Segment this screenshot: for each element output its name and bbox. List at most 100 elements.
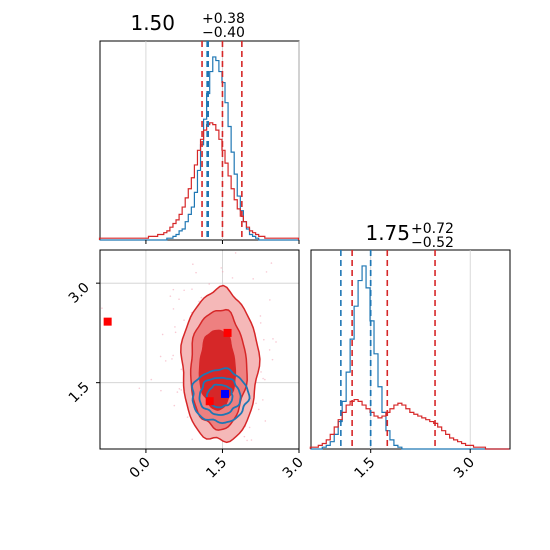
contour-scatter-point [195, 271, 197, 274]
contour-scatter-point [191, 288, 193, 290]
contour-scatter-point [171, 358, 173, 360]
contour-panel: 0.0 1.5 3.0 1.5 3.0 [66, 249, 307, 491]
contour-scatter-point [250, 439, 253, 441]
contour-x-tick-label: 1.5 [203, 455, 230, 482]
contour-scatter-point [178, 387, 181, 390]
contour-scatter-point [243, 435, 246, 438]
contour-scatter-point [268, 349, 271, 351]
contour-scatter-point [260, 371, 262, 373]
contour-scatter-point [172, 288, 175, 291]
contour-scatter-point [202, 465, 204, 467]
contour-scatter-point [180, 368, 183, 371]
right-histogram-panel: 1.5 3.0 1.75 +0.72 −0.52 [309, 221, 511, 482]
contour-scatter-point [200, 296, 203, 299]
contour-markers [103, 317, 232, 406]
contour-scatter-point [211, 457, 213, 459]
top-histogram-title-value: 1.50 [130, 11, 175, 35]
contour-scatter-point [253, 451, 255, 453]
contour-frame [99, 249, 300, 450]
contour-scatter-point [269, 299, 271, 301]
contour-scatter-point [262, 399, 264, 401]
top-histogram-ticks [145, 240, 300, 244]
contour-scatter-point [191, 461, 193, 463]
contour-scatter-point [186, 416, 189, 418]
contour-blue-level [205, 383, 234, 409]
contour-blue-level [191, 367, 251, 425]
contour-ticks [96, 282, 300, 453]
contour-scatter-point [262, 377, 264, 380]
top-histogram-title-minus: −0.40 [202, 25, 245, 41]
contour-scatter-point [252, 278, 254, 280]
contour-scatter-point [221, 270, 224, 273]
right-histogram-title-value: 1.75 [365, 221, 410, 245]
contour-scatter-point [161, 333, 164, 336]
right-histogram-tick-label: 3.0 [451, 455, 478, 482]
contour-x-tick-label: 0.0 [127, 455, 154, 482]
contour-blue-level [198, 376, 242, 416]
contour-scatter-point [180, 389, 183, 391]
contour-scatter-point [159, 355, 162, 358]
contour-scatter-point [174, 331, 177, 334]
contour-scatter-point [174, 326, 176, 328]
top-histogram-quantiles [201, 41, 243, 240]
contour-scatter-point [220, 267, 223, 269]
right-histogram-ticks [370, 449, 471, 453]
contour-scatter-point [272, 338, 274, 340]
contour-scatter-point [231, 277, 234, 279]
contour-scatter-point [150, 378, 153, 381]
contour-scatter-point [172, 354, 174, 357]
top-histogram-title-plus: +0.38 [202, 11, 245, 27]
top-histogram-panel: 1.50 +0.38 −0.40 [98, 11, 300, 244]
right-histogram-tick-labels: 1.5 3.0 [351, 455, 478, 482]
top-histogram-frame [99, 40, 300, 241]
contour-scatter-point [271, 358, 274, 361]
contour-scatter-point [208, 283, 211, 285]
contour-blue-levels [191, 367, 251, 425]
contour-scatter-point [257, 408, 260, 411]
contour-scatter-point [264, 378, 266, 381]
top-histogram-series-1 [98, 122, 300, 240]
contour-scatter-point [173, 467, 175, 469]
right-histogram-quantiles [340, 250, 436, 449]
contour-scatter-point [192, 263, 194, 266]
contour-scatter-point [264, 420, 267, 422]
contour-scatter-point [234, 252, 237, 254]
contour-scatter-point [173, 404, 176, 407]
contour-scatter-point [198, 300, 200, 303]
contour-scatter-point [248, 426, 251, 429]
contour-scatter-point [230, 455, 232, 457]
contour-scatter-point [191, 438, 193, 441]
contour-scatter-point [210, 489, 212, 491]
right-histogram-title-minus: −0.52 [411, 235, 454, 251]
contour-y-tick-label: 3.0 [66, 280, 93, 307]
contour-x-tick-label: 3.0 [280, 455, 307, 482]
contour-scatter-point [183, 319, 185, 321]
contour-scatter-point [263, 458, 265, 460]
contour-scatter-point [138, 387, 141, 390]
contour-scatter-point [259, 322, 262, 324]
right-histogram-series-1 [309, 398, 510, 450]
contour-scatter-point [101, 307, 103, 309]
contour-scatter-point [160, 389, 162, 392]
contour-marker [223, 328, 232, 337]
contour-scatter-point [270, 262, 273, 264]
right-histogram-frame [310, 249, 511, 450]
contour-scatter-point [191, 450, 193, 452]
contour-scatter-point [265, 271, 268, 273]
right-histogram-series [309, 265, 510, 450]
contour-marker [205, 397, 214, 406]
contour-scatter-point [178, 298, 180, 300]
contour-scatter-point [246, 439, 248, 442]
right-histogram-title-plus: +0.72 [411, 221, 454, 237]
contour-scatter-point [183, 289, 185, 292]
contour-scatter-point [176, 391, 179, 393]
contour-scatter-point [275, 341, 277, 343]
contour-scatter-point [169, 295, 172, 297]
contour-y-tick-label: 1.5 [66, 379, 93, 406]
contour-scatter-point [255, 402, 257, 405]
contour-scatter-point [263, 338, 265, 341]
contour-marker [221, 389, 230, 398]
right-histogram-tick-label: 1.5 [351, 455, 378, 482]
contour-marker [103, 317, 112, 326]
